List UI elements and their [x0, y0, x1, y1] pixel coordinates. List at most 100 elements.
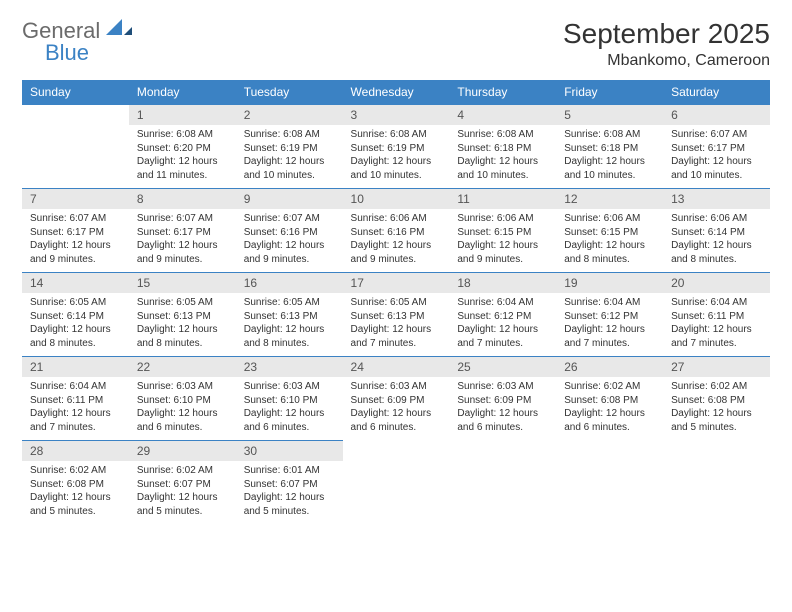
logo-sail-icon: [106, 19, 132, 44]
day-details: Sunrise: 6:05 AMSunset: 6:13 PMDaylight:…: [236, 293, 343, 354]
calendar-week-row: 14Sunrise: 6:05 AMSunset: 6:14 PMDayligh…: [22, 273, 770, 357]
calendar-day-cell: 5Sunrise: 6:08 AMSunset: 6:18 PMDaylight…: [556, 105, 663, 189]
calendar-day-cell: 21Sunrise: 6:04 AMSunset: 6:11 PMDayligh…: [22, 357, 129, 441]
calendar-day-cell: 16Sunrise: 6:05 AMSunset: 6:13 PMDayligh…: [236, 273, 343, 357]
day-number: 23: [236, 357, 343, 377]
calendar-day-cell: 26Sunrise: 6:02 AMSunset: 6:08 PMDayligh…: [556, 357, 663, 441]
day-details: Sunrise: 6:04 AMSunset: 6:12 PMDaylight:…: [449, 293, 556, 354]
weekday-header: Tuesday: [236, 80, 343, 105]
day-number: 18: [449, 273, 556, 293]
day-number: 13: [663, 189, 770, 209]
calendar-day-cell: 22Sunrise: 6:03 AMSunset: 6:10 PMDayligh…: [129, 357, 236, 441]
calendar-day-cell: [556, 441, 663, 525]
day-details: Sunrise: 6:03 AMSunset: 6:10 PMDaylight:…: [129, 377, 236, 438]
day-details: Sunrise: 6:08 AMSunset: 6:18 PMDaylight:…: [556, 125, 663, 186]
day-details: Sunrise: 6:01 AMSunset: 6:07 PMDaylight:…: [236, 461, 343, 522]
weekday-header: Monday: [129, 80, 236, 105]
day-details: Sunrise: 6:07 AMSunset: 6:17 PMDaylight:…: [22, 209, 129, 270]
day-number: 27: [663, 357, 770, 377]
day-number: 25: [449, 357, 556, 377]
calendar-day-cell: 9Sunrise: 6:07 AMSunset: 6:16 PMDaylight…: [236, 189, 343, 273]
weekday-header: Wednesday: [343, 80, 450, 105]
day-details: Sunrise: 6:07 AMSunset: 6:17 PMDaylight:…: [663, 125, 770, 186]
calendar-day-cell: 13Sunrise: 6:06 AMSunset: 6:14 PMDayligh…: [663, 189, 770, 273]
day-number: 22: [129, 357, 236, 377]
day-details: Sunrise: 6:08 AMSunset: 6:19 PMDaylight:…: [343, 125, 450, 186]
weekday-header: Friday: [556, 80, 663, 105]
calendar-week-row: 1Sunrise: 6:08 AMSunset: 6:20 PMDaylight…: [22, 105, 770, 189]
header: General Blue September 2025 Mbankomo, Ca…: [22, 18, 770, 70]
day-number: 6: [663, 105, 770, 125]
calendar-day-cell: 29Sunrise: 6:02 AMSunset: 6:07 PMDayligh…: [129, 441, 236, 525]
calendar-day-cell: 27Sunrise: 6:02 AMSunset: 6:08 PMDayligh…: [663, 357, 770, 441]
calendar-day-cell: 12Sunrise: 6:06 AMSunset: 6:15 PMDayligh…: [556, 189, 663, 273]
day-number: 26: [556, 357, 663, 377]
day-number: 9: [236, 189, 343, 209]
day-details: Sunrise: 6:07 AMSunset: 6:17 PMDaylight:…: [129, 209, 236, 270]
day-details: Sunrise: 6:03 AMSunset: 6:10 PMDaylight:…: [236, 377, 343, 438]
day-number: 21: [22, 357, 129, 377]
logo-text-blue: Blue: [45, 40, 89, 66]
day-details: Sunrise: 6:05 AMSunset: 6:14 PMDaylight:…: [22, 293, 129, 354]
calendar-day-cell: 11Sunrise: 6:06 AMSunset: 6:15 PMDayligh…: [449, 189, 556, 273]
day-number: 4: [449, 105, 556, 125]
day-number: 17: [343, 273, 450, 293]
day-number: 30: [236, 441, 343, 461]
day-number: 20: [663, 273, 770, 293]
day-details: Sunrise: 6:03 AMSunset: 6:09 PMDaylight:…: [343, 377, 450, 438]
weekday-header: Saturday: [663, 80, 770, 105]
weekday-header-row: Sunday Monday Tuesday Wednesday Thursday…: [22, 80, 770, 105]
weekday-header: Thursday: [449, 80, 556, 105]
day-details: Sunrise: 6:08 AMSunset: 6:20 PMDaylight:…: [129, 125, 236, 186]
day-details: Sunrise: 6:05 AMSunset: 6:13 PMDaylight:…: [129, 293, 236, 354]
calendar-day-cell: 3Sunrise: 6:08 AMSunset: 6:19 PMDaylight…: [343, 105, 450, 189]
calendar-week-row: 21Sunrise: 6:04 AMSunset: 6:11 PMDayligh…: [22, 357, 770, 441]
day-number: 24: [343, 357, 450, 377]
calendar-day-cell: 10Sunrise: 6:06 AMSunset: 6:16 PMDayligh…: [343, 189, 450, 273]
weekday-header: Sunday: [22, 80, 129, 105]
day-details: Sunrise: 6:06 AMSunset: 6:15 PMDaylight:…: [449, 209, 556, 270]
day-details: Sunrise: 6:02 AMSunset: 6:07 PMDaylight:…: [129, 461, 236, 522]
day-details: Sunrise: 6:02 AMSunset: 6:08 PMDaylight:…: [556, 377, 663, 438]
day-details: Sunrise: 6:06 AMSunset: 6:16 PMDaylight:…: [343, 209, 450, 270]
day-number: 5: [556, 105, 663, 125]
calendar-day-cell: 6Sunrise: 6:07 AMSunset: 6:17 PMDaylight…: [663, 105, 770, 189]
title-block: September 2025 Mbankomo, Cameroon: [563, 18, 770, 70]
calendar-day-cell: [449, 441, 556, 525]
day-number: 28: [22, 441, 129, 461]
day-details: Sunrise: 6:06 AMSunset: 6:15 PMDaylight:…: [556, 209, 663, 270]
day-number: 15: [129, 273, 236, 293]
calendar-day-cell: 8Sunrise: 6:07 AMSunset: 6:17 PMDaylight…: [129, 189, 236, 273]
day-number: 11: [449, 189, 556, 209]
day-details: Sunrise: 6:05 AMSunset: 6:13 PMDaylight:…: [343, 293, 450, 354]
day-details: Sunrise: 6:04 AMSunset: 6:11 PMDaylight:…: [22, 377, 129, 438]
logo: General Blue: [22, 18, 132, 44]
day-number: 10: [343, 189, 450, 209]
calendar-day-cell: 14Sunrise: 6:05 AMSunset: 6:14 PMDayligh…: [22, 273, 129, 357]
day-details: Sunrise: 6:04 AMSunset: 6:12 PMDaylight:…: [556, 293, 663, 354]
calendar-day-cell: 20Sunrise: 6:04 AMSunset: 6:11 PMDayligh…: [663, 273, 770, 357]
calendar-day-cell: 15Sunrise: 6:05 AMSunset: 6:13 PMDayligh…: [129, 273, 236, 357]
calendar-day-cell: 2Sunrise: 6:08 AMSunset: 6:19 PMDaylight…: [236, 105, 343, 189]
day-details: Sunrise: 6:02 AMSunset: 6:08 PMDaylight:…: [22, 461, 129, 522]
day-number: 3: [343, 105, 450, 125]
day-number: 8: [129, 189, 236, 209]
calendar-day-cell: 4Sunrise: 6:08 AMSunset: 6:18 PMDaylight…: [449, 105, 556, 189]
calendar-day-cell: 19Sunrise: 6:04 AMSunset: 6:12 PMDayligh…: [556, 273, 663, 357]
calendar-week-row: 7Sunrise: 6:07 AMSunset: 6:17 PMDaylight…: [22, 189, 770, 273]
day-number: 12: [556, 189, 663, 209]
calendar-day-cell: 28Sunrise: 6:02 AMSunset: 6:08 PMDayligh…: [22, 441, 129, 525]
calendar-day-cell: 25Sunrise: 6:03 AMSunset: 6:09 PMDayligh…: [449, 357, 556, 441]
day-number: 7: [22, 189, 129, 209]
calendar-day-cell: 23Sunrise: 6:03 AMSunset: 6:10 PMDayligh…: [236, 357, 343, 441]
calendar-day-cell: 24Sunrise: 6:03 AMSunset: 6:09 PMDayligh…: [343, 357, 450, 441]
calendar-day-cell: 17Sunrise: 6:05 AMSunset: 6:13 PMDayligh…: [343, 273, 450, 357]
location: Mbankomo, Cameroon: [563, 52, 770, 70]
day-number: 29: [129, 441, 236, 461]
day-details: Sunrise: 6:07 AMSunset: 6:16 PMDaylight:…: [236, 209, 343, 270]
calendar-day-cell: 30Sunrise: 6:01 AMSunset: 6:07 PMDayligh…: [236, 441, 343, 525]
calendar-day-cell: 7Sunrise: 6:07 AMSunset: 6:17 PMDaylight…: [22, 189, 129, 273]
day-details: Sunrise: 6:04 AMSunset: 6:11 PMDaylight:…: [663, 293, 770, 354]
month-title: September 2025: [563, 18, 770, 50]
calendar-body: 1Sunrise: 6:08 AMSunset: 6:20 PMDaylight…: [22, 105, 770, 525]
